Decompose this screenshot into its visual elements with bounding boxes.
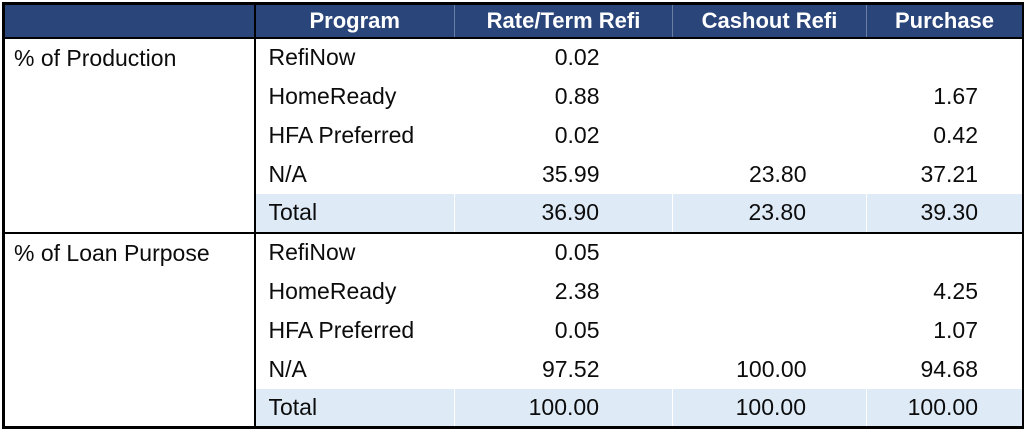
rate-term-refi-value: 0.05 (554, 316, 600, 343)
rate-term-refi-value: 2.38 (554, 277, 600, 304)
cashout-refi-value (673, 116, 867, 155)
cashout-refi-value (673, 311, 867, 350)
rate-term-refi-value: 0.88 (554, 82, 600, 109)
program-cell: HomeReady (268, 82, 397, 109)
program-cell: RefiNow (254, 231, 455, 272)
section-label-production: % of Production (3, 37, 256, 233)
purchase-value (866, 231, 1024, 272)
rate-term-refi-value: 35.99 (541, 160, 600, 187)
program-cell: Total (254, 193, 455, 233)
purchase-value: 0.42 (933, 121, 978, 148)
cashout-refi-value (673, 272, 867, 311)
header-cell-rate-term-refi: Rate/Term Refi (454, 3, 673, 39)
rate-term-refi-value: 97.52 (541, 355, 600, 382)
program-cell: N/A (268, 355, 307, 382)
table-row: % of Production RefiNow 0.02 (3, 37, 1024, 233)
purchase-value: 37.21 (920, 160, 978, 187)
rate-term-refi-value: 100.00 (454, 388, 673, 428)
table-row: N/A 97.52 100.00 94.68 (4, 350, 1024, 389)
header-row: Program Rate/Term Refi Cashout Refi Purc… (3, 3, 1024, 39)
header-cell-blank (3, 3, 256, 39)
program-cell: N/A (268, 160, 307, 187)
header-cell-purchase: Purchase (866, 3, 1024, 39)
table-row: % of Loan Purpose RefiNow 0.05 (3, 231, 1024, 428)
purchase-value: 94.68 (920, 355, 978, 382)
table-row: N/A 35.99 23.80 37.21 (4, 155, 1024, 194)
program-cell: HFA Preferred (268, 316, 415, 343)
table-row: HomeReady 0.88 1.67 (4, 77, 1024, 116)
total-row: Total 100.00 100.00 100.00 (4, 388, 1024, 428)
purchase-value: 4.25 (933, 277, 978, 304)
header-cell-program: Program (254, 3, 455, 39)
cashout-refi-value (673, 38, 867, 77)
header-cell-cashout-refi: Cashout Refi (672, 3, 867, 39)
cashout-refi-value: 23.80 (672, 193, 867, 233)
table-row: HFA Preferred 0.02 0.42 (4, 116, 1024, 155)
cashout-refi-value: 23.80 (748, 160, 807, 187)
table-row: HomeReady 2.38 4.25 (4, 272, 1024, 311)
rate-term-refi-value: 36.90 (454, 193, 673, 233)
program-cell: Total (254, 388, 455, 428)
section-label-loan-purpose: % of Loan Purpose (3, 231, 256, 428)
purchase-value: 39.30 (866, 193, 1024, 233)
rate-term-refi-value: 0.02 (554, 44, 600, 70)
rate-term-refi-value: 0.02 (554, 121, 600, 148)
cashout-refi-value: 100.00 (736, 355, 807, 382)
total-row: Total 36.90 23.80 39.30 (4, 193, 1024, 233)
purchase-value: 100.00 (866, 388, 1024, 428)
purchase-value (867, 38, 1024, 77)
cashout-refi-value (673, 77, 867, 116)
cashout-refi-value: 100.00 (672, 388, 867, 428)
rate-term-refi-value: 0.05 (454, 231, 673, 272)
program-cell: HFA Preferred (268, 121, 415, 148)
cashout-refi-value (672, 231, 867, 272)
program-cell: HomeReady (268, 277, 397, 304)
table-row: HFA Preferred 0.05 1.07 (4, 311, 1024, 350)
purchase-value: 1.67 (933, 82, 978, 109)
purchase-value: 1.07 (933, 316, 978, 343)
program-cell: RefiNow (268, 44, 356, 70)
